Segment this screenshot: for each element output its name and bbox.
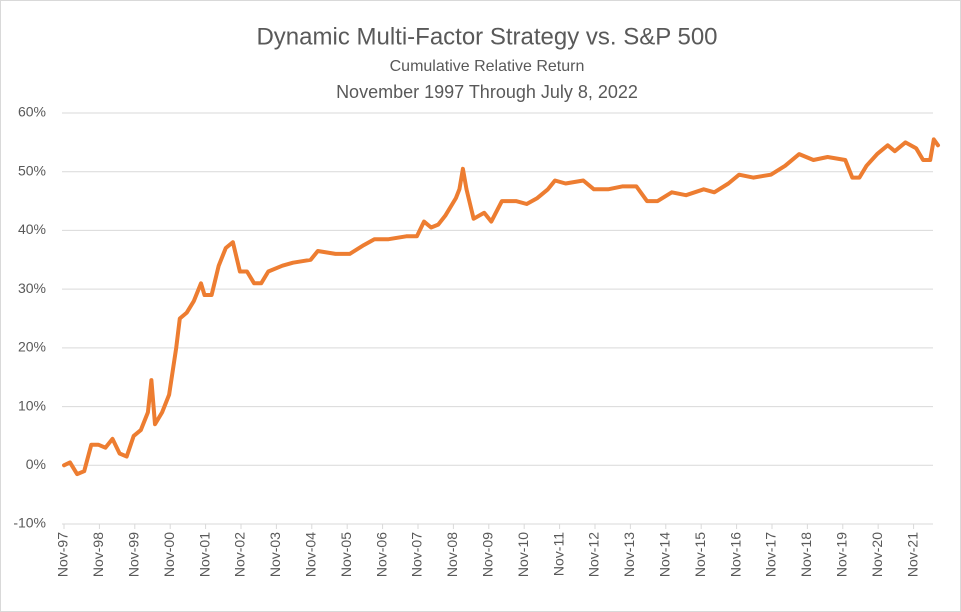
chart-subtitle: November 1997 Through July 8, 2022 xyxy=(336,82,638,102)
y-tick-label: 10% xyxy=(18,397,46,413)
y-tick-label: 0% xyxy=(26,456,46,472)
x-tick-label: Nov-19 xyxy=(833,532,849,577)
x-tick-label: Nov-10 xyxy=(515,532,531,577)
x-tick-label: Nov-18 xyxy=(798,532,814,577)
y-tick-label: -10% xyxy=(13,515,46,531)
y-tick-label: 50% xyxy=(18,162,46,178)
x-tick-label: Nov-07 xyxy=(409,532,425,577)
chart-title: Dynamic Multi-Factor Strategy vs. S&P 50… xyxy=(256,23,717,50)
x-tick-label: Nov-05 xyxy=(338,532,354,577)
x-tick-label: Nov-03 xyxy=(267,532,283,577)
x-tick-label: Nov-97 xyxy=(55,532,71,577)
x-tick-label: Nov-08 xyxy=(444,532,460,577)
y-tick-label: 60% xyxy=(18,104,46,120)
x-tick-label: Nov-99 xyxy=(126,532,142,577)
x-tick-label: Nov-04 xyxy=(302,532,318,577)
data-line xyxy=(62,137,940,477)
x-tick-label: Nov-98 xyxy=(90,532,106,577)
x-tick-label: Nov-06 xyxy=(373,532,389,577)
y-tick-label: 30% xyxy=(18,280,46,296)
x-tick-label: Nov-21 xyxy=(904,532,920,577)
x-tick-label: Nov-00 xyxy=(161,532,177,577)
x-tick-label: Nov-15 xyxy=(692,532,708,577)
x-tick-label: Nov-16 xyxy=(727,532,743,577)
x-tick-label: Nov-01 xyxy=(196,532,212,577)
x-tick-label: Nov-02 xyxy=(232,532,248,577)
x-tick-label: Nov-12 xyxy=(586,532,602,577)
x-tick-label: Nov-20 xyxy=(869,532,885,577)
y-tick-label: 20% xyxy=(18,339,46,355)
y-tick-label: 40% xyxy=(18,221,46,237)
x-tick-label: Nov-14 xyxy=(656,532,672,577)
x-tick-label: Nov-11 xyxy=(550,532,566,576)
x-tick-label: Nov-13 xyxy=(621,532,637,577)
x-tick-label: Nov-17 xyxy=(763,532,779,577)
chart-subtitle: Cumulative Relative Return xyxy=(390,58,585,75)
x-tick-label: Nov-09 xyxy=(479,532,495,577)
